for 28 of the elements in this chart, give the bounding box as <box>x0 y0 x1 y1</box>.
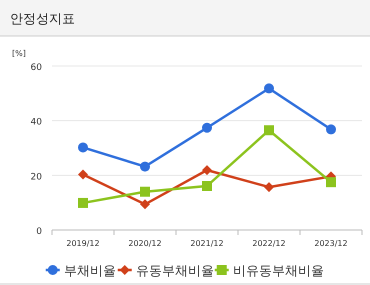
y-tick-label: 20 <box>30 172 42 182</box>
y-tick-label: 0 <box>36 227 42 237</box>
point <box>202 180 212 191</box>
point <box>264 182 274 192</box>
point <box>78 170 88 180</box>
point <box>326 124 336 134</box>
x-tick-label: 2023/12 <box>314 239 348 248</box>
point <box>140 186 150 197</box>
point <box>140 162 150 172</box>
point <box>264 125 274 136</box>
point <box>140 199 150 210</box>
x-tick-label: 2020/12 <box>128 239 162 248</box>
point <box>202 165 212 176</box>
legend-label: 유동부채비율 <box>136 264 214 279</box>
point <box>78 142 88 152</box>
chart-title: 안정성지표 <box>10 12 75 27</box>
y-axis-title: [%] <box>12 49 26 58</box>
point <box>326 177 336 188</box>
y-tick-label: 60 <box>30 63 42 73</box>
y-tick-label: 40 <box>30 118 42 128</box>
point <box>202 122 212 133</box>
point <box>264 83 274 94</box>
x-tick-label: 2022/12 <box>252 239 286 248</box>
x-tick-label: 2019/12 <box>66 239 100 248</box>
point <box>78 198 88 208</box>
x-tick-label: 2021/12 <box>190 239 224 248</box>
legend-label: 비유동부채비율 <box>232 264 324 279</box>
legend-label: 부채비율 <box>64 264 116 279</box>
